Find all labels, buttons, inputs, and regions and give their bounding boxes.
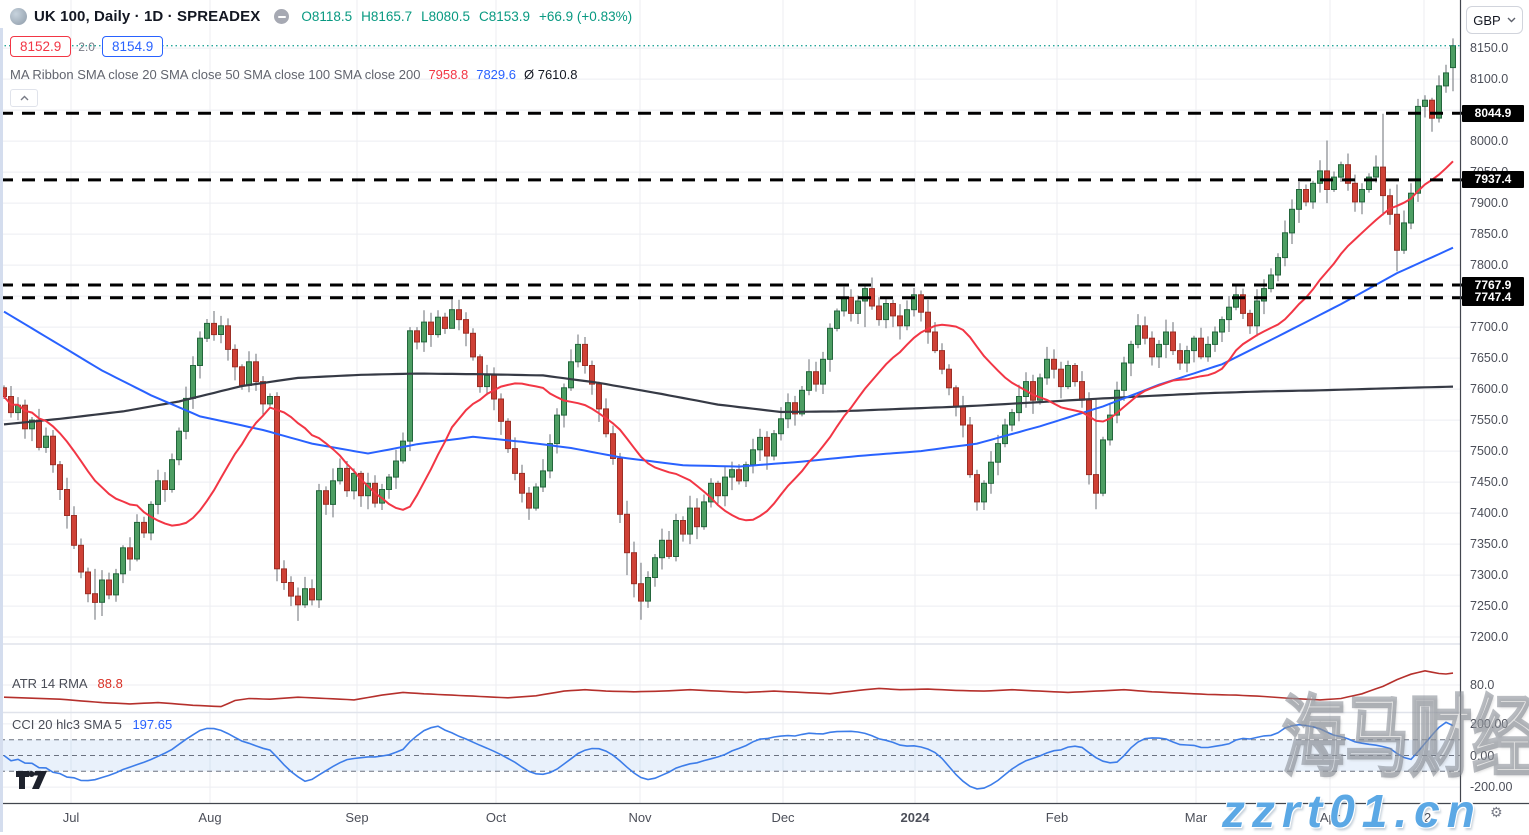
price-level-badge[interactable]: 7937.4 (1462, 171, 1524, 189)
price-axis-label: 7250.0 (1470, 599, 1509, 614)
symbol-logo-icon (10, 8, 27, 25)
price-level-badge[interactable]: 8044.9 (1462, 104, 1524, 122)
price-axis-label: 7900.0 (1470, 196, 1509, 211)
price-axis-label: 7700.0 (1470, 320, 1509, 335)
open-value: O8118.5 (301, 9, 353, 24)
time-axis-label[interactable]: Mar (1184, 810, 1208, 825)
atr-legend[interactable]: ATR 14 RMA 88.8 (12, 676, 123, 691)
cci-label: CCI 20 hlc3 SMA 5 (12, 717, 122, 732)
time-axis-label[interactable]: Sep (345, 810, 369, 825)
price-axis-label: 7500.0 (1470, 444, 1509, 459)
atr-value: 88.8 (97, 676, 123, 691)
spread-value: 2.0 (78, 39, 95, 54)
price-level-badge[interactable]: 7747.4 (1462, 289, 1524, 307)
price-axis-label: 7650.0 (1470, 351, 1509, 366)
price-axis-label: 7600.0 (1470, 382, 1509, 397)
atr-axis-label: 80.0 (1470, 678, 1495, 692)
time-axis-label[interactable]: Feb (1045, 810, 1069, 825)
price-axis-label: 7850.0 (1470, 227, 1509, 242)
time-axis-label[interactable]: Aug (198, 810, 222, 825)
time-axis-label[interactable]: 2024 (900, 810, 930, 825)
ma-mid-value: 7829.6 (476, 67, 516, 82)
symbol-title[interactable]: UK 100, Daily · 1D · SPREADEX (34, 8, 261, 25)
time-axis-label[interactable]: Dec (771, 810, 795, 825)
change-value: +66.9 (+0.83%) (539, 9, 633, 24)
chart-legend: UK 100, Daily · 1D · SPREADEX O8118.5 H8… (10, 8, 632, 107)
price-axis-label: 7400.0 (1470, 506, 1509, 521)
cci-axis-label: 200.00 (1470, 716, 1509, 731)
cci-legend[interactable]: CCI 20 hlc3 SMA 5 197.65 (12, 717, 172, 732)
ma-ribbon-label: MA Ribbon SMA close 20 SMA close 50 SMA … (10, 67, 421, 82)
axis-settings-gear-icon[interactable]: ⚙ (1490, 805, 1503, 821)
cci-axis-label: -200.00 (1470, 780, 1513, 795)
low-value: L8080.5 (421, 9, 470, 24)
price-axis-label: 8100.0 (1470, 72, 1509, 87)
time-axis-label[interactable]: Jul (62, 810, 80, 825)
price-axis-label: 7550.0 (1470, 413, 1509, 428)
time-axis-label[interactable]: Nov (628, 810, 652, 825)
price-axis-label: 7300.0 (1470, 568, 1509, 583)
chevron-down-icon (1507, 17, 1516, 23)
tradingview-logo-icon[interactable] (16, 770, 48, 795)
hide-series-button[interactable] (274, 9, 290, 24)
buy-price-button[interactable]: 8154.9 (101, 36, 164, 57)
close-value: C8153.9 (478, 9, 531, 24)
cci-axis-label: 0.00 (1470, 748, 1495, 763)
quote-row: 8152.9 2.0 8154.9 (10, 36, 632, 57)
atr-label: ATR 14 RMA (12, 676, 87, 691)
chevron-up-icon (20, 95, 28, 101)
price-axis-label: 8150.0 (1470, 41, 1509, 56)
minus-icon (277, 15, 286, 18)
currency-label: GBP (1473, 12, 1501, 28)
currency-toggle-button[interactable]: GBP (1466, 6, 1523, 34)
collapse-legend-button[interactable] (10, 89, 38, 107)
price-axis-label: 7800.0 (1470, 258, 1509, 273)
ma-average-value: Ø 7610.8 (523, 67, 578, 82)
time-axis-label[interactable]: 22 (1416, 810, 1432, 825)
ohlc-values: O8118.5 H8165.7 L8080.5 C8153.9 +66.9 (+… (301, 9, 632, 24)
price-axis-label: 7200.0 (1470, 630, 1509, 644)
cci-value: 197.65 (132, 717, 173, 732)
ma-fast-value: 7958.8 (428, 67, 469, 82)
time-axis-label[interactable]: Apr (1319, 810, 1341, 825)
high-value: H8165.7 (361, 9, 413, 24)
watermark-cjk: 海马财经 (1281, 688, 1529, 787)
price-axis-label: 7450.0 (1470, 475, 1509, 490)
watermark-url: zzrt01.cn (1222, 785, 1482, 835)
ma-ribbon-legend[interactable]: MA Ribbon SMA close 20 SMA close 50 SMA … (10, 67, 632, 82)
price-axis-label: 7350.0 (1470, 537, 1509, 552)
price-axis-label: 8000.0 (1470, 134, 1509, 149)
symbol-legend-row: UK 100, Daily · 1D · SPREADEX O8118.5 H8… (10, 8, 632, 25)
time-axis-label[interactable]: Oct (485, 810, 507, 825)
sell-price-button[interactable]: 8152.9 (10, 36, 72, 57)
left-edge-strip (0, 28, 3, 832)
